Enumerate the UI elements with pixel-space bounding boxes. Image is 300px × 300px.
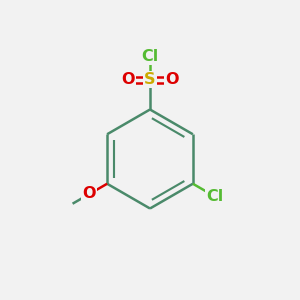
Text: O: O	[83, 186, 96, 202]
Text: Cl: Cl	[206, 189, 224, 204]
Text: Cl: Cl	[141, 49, 159, 64]
Text: S: S	[144, 72, 156, 87]
Text: O: O	[166, 72, 179, 87]
Text: O: O	[121, 72, 134, 87]
